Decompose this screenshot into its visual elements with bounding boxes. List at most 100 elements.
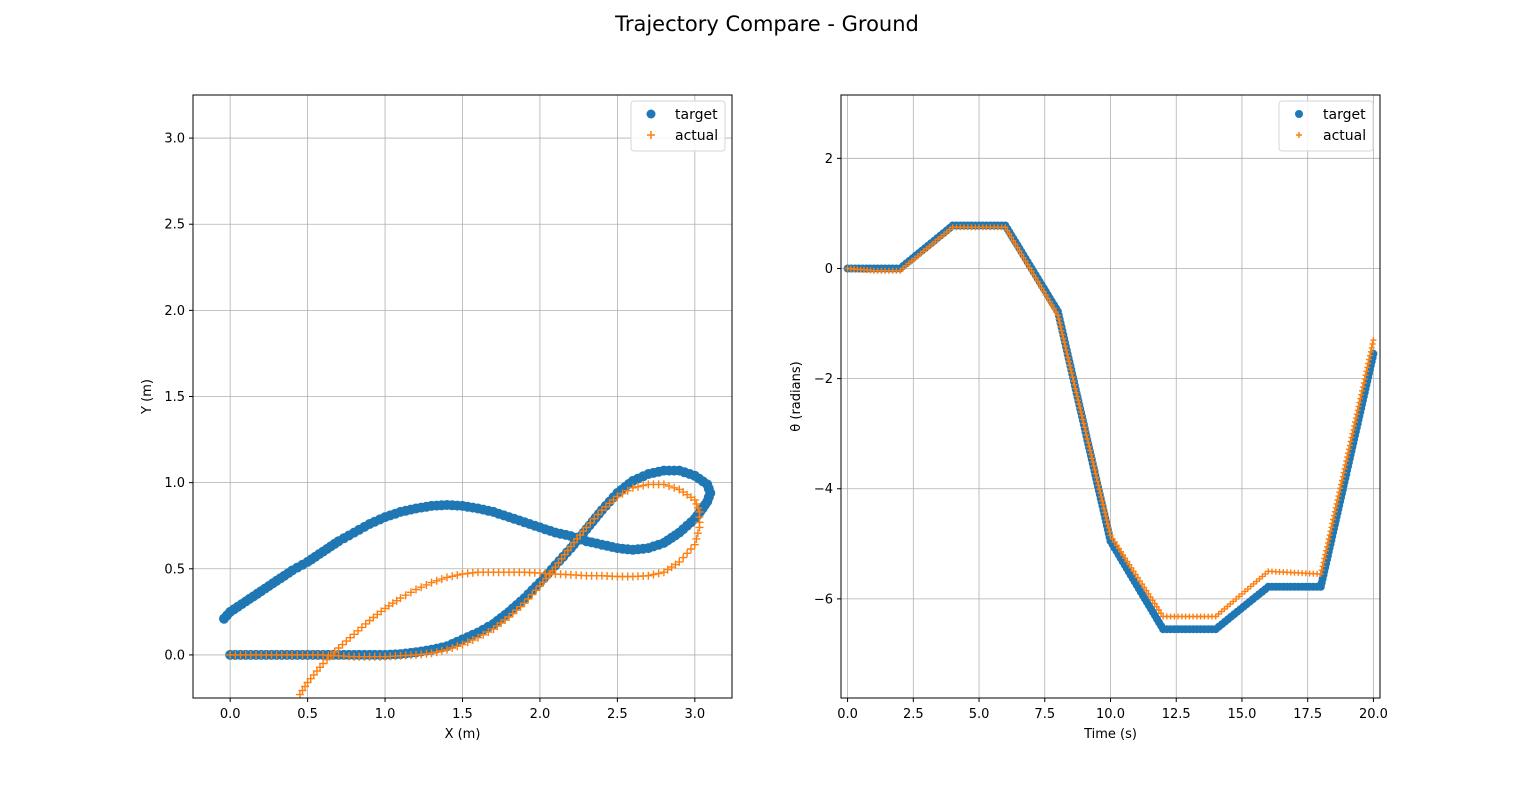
- point-actual: [1002, 224, 1009, 231]
- point-actual: [453, 642, 462, 651]
- point-actual: [639, 481, 648, 490]
- point-actual: [1081, 424, 1088, 431]
- x-tick-label: 2.5: [607, 707, 628, 722]
- point-actual: [458, 640, 467, 649]
- point-actual: [659, 568, 668, 577]
- legend-label-actual: actual: [1323, 128, 1366, 144]
- point-actual: [1124, 558, 1131, 565]
- point-actual: [505, 613, 513, 621]
- point-actual: [1335, 493, 1342, 500]
- point-actual: [1092, 470, 1099, 477]
- point-actual: [1134, 574, 1141, 581]
- point-actual: [1357, 395, 1364, 402]
- point-actual: [693, 503, 702, 512]
- point-actual: [1362, 372, 1369, 379]
- point-actual: [1153, 603, 1160, 610]
- point-actual: [432, 576, 441, 585]
- point-actual: [1028, 268, 1035, 275]
- point-actual: [1158, 610, 1164, 617]
- point-actual: [1339, 473, 1346, 480]
- point-actual: [1080, 420, 1087, 427]
- point-actual: [443, 645, 451, 654]
- x-tick-label: 1.5: [452, 707, 473, 722]
- point-actual: [1097, 490, 1104, 496]
- point-actual: [1105, 524, 1112, 531]
- point-actual: [1366, 356, 1372, 363]
- point-actual: [354, 626, 362, 635]
- legend-marker-actual: [1296, 132, 1302, 138]
- point-actual: [1060, 335, 1067, 342]
- x-tick-label: 17.5: [1293, 707, 1322, 722]
- y-tick-label: 0: [825, 262, 833, 277]
- point-actual: [1107, 532, 1114, 539]
- y-tick-label: −2: [814, 372, 833, 387]
- y-tick-label: 2.5: [164, 218, 185, 233]
- point-actual: [1096, 486, 1103, 493]
- point-actual: [1331, 508, 1338, 515]
- x-axis-label: X (m): [445, 727, 481, 742]
- point-actual: [659, 480, 668, 489]
- legend-marker-target: [1295, 110, 1303, 118]
- point-actual: [1356, 399, 1363, 406]
- point-actual: [524, 594, 533, 603]
- point-actual: [1059, 331, 1066, 338]
- point-actual: [1322, 551, 1329, 558]
- point-actual: [1085, 439, 1092, 446]
- legend-marker-actual: [647, 131, 655, 139]
- legend: target actual: [630, 100, 726, 152]
- point-actual: [412, 585, 420, 594]
- point-actual: [628, 483, 637, 492]
- point-actual: [1065, 354, 1072, 361]
- point-actual: [1104, 521, 1111, 527]
- y-tick-label: 3.0: [164, 132, 185, 147]
- point-actual: [1089, 455, 1095, 462]
- x-tick-label: 3.0: [684, 707, 705, 722]
- point-actual: [330, 647, 339, 656]
- data-marks: [219, 465, 716, 698]
- point-actual: [1006, 230, 1013, 237]
- point-actual: [1077, 405, 1084, 411]
- point-actual: [1073, 389, 1080, 396]
- point-actual: [520, 599, 529, 608]
- point-actual: [350, 630, 359, 639]
- point-actual: [1145, 590, 1152, 597]
- point-actual: [690, 495, 699, 504]
- point-actual: [1342, 461, 1349, 468]
- point-actual: [1353, 411, 1360, 418]
- point-actual: [1340, 469, 1347, 476]
- point-actual: [1083, 432, 1090, 439]
- point-actual: [693, 529, 702, 538]
- y-tick-label: 1.0: [164, 476, 185, 491]
- point-actual: [687, 545, 695, 553]
- x-tick-label: 0.0: [220, 707, 241, 722]
- point-actual: [1364, 364, 1371, 371]
- point-actual: [597, 506, 606, 515]
- point-actual: [1345, 446, 1352, 453]
- point-actual: [479, 630, 488, 639]
- point-actual: [1055, 316, 1062, 323]
- point-actual: [1327, 528, 1334, 535]
- point-actual: [1086, 443, 1093, 450]
- point-actual: [1367, 348, 1374, 355]
- point-actual: [586, 519, 595, 528]
- point-actual: [1346, 442, 1353, 449]
- x-tick-label: 0.5: [297, 707, 318, 722]
- point-actual: [1126, 561, 1133, 568]
- data-marks: [843, 221, 1378, 634]
- point-actual: [590, 514, 599, 523]
- point-actual: [1088, 451, 1095, 458]
- point-actual: [1101, 505, 1107, 512]
- point-actual: [1016, 247, 1023, 254]
- point-actual: [1102, 509, 1108, 516]
- point-actual: [1338, 481, 1344, 488]
- point-actual: [1325, 536, 1332, 542]
- point-actual: [365, 616, 374, 625]
- point-actual: [692, 534, 701, 543]
- point-actual: [1115, 545, 1122, 552]
- point-actual: [1063, 347, 1070, 354]
- point-actual: [683, 549, 692, 558]
- point-actual: [1090, 459, 1096, 466]
- point-actual: [1106, 528, 1113, 535]
- point-actual: [448, 644, 457, 652]
